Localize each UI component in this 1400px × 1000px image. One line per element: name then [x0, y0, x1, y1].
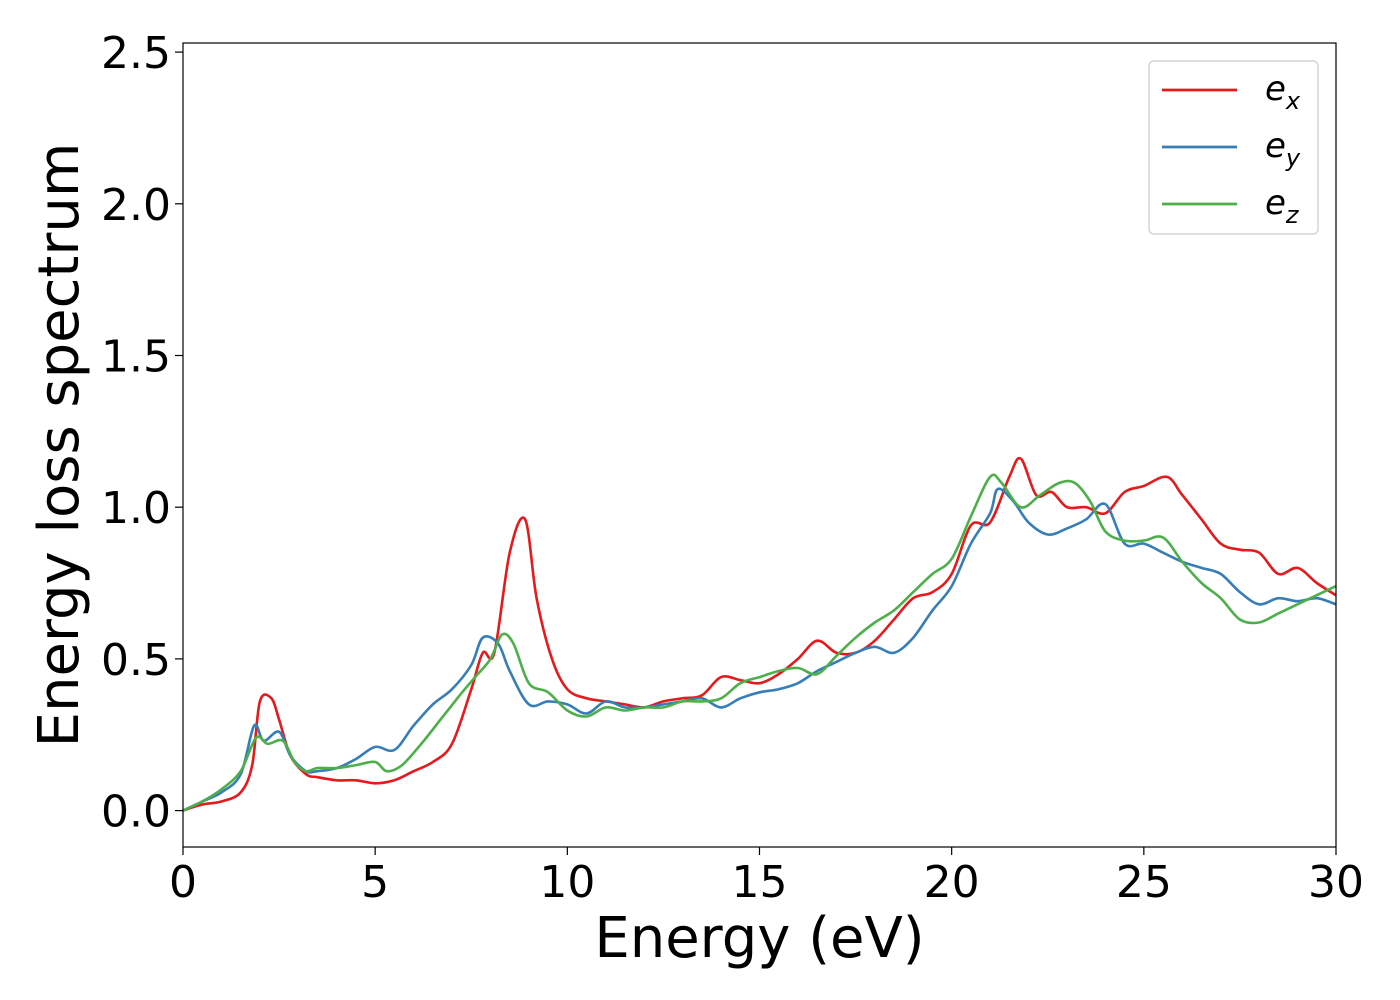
y-axis-label: Energy loss spectrum	[27, 143, 92, 748]
series-line-e_z	[183, 473, 1336, 812]
x-tick-label: 5	[361, 857, 389, 908]
y-tick-label: 0.5	[101, 635, 171, 686]
y-tick-label: 1.0	[101, 483, 171, 534]
series-line-e_y	[183, 487, 1336, 812]
y-tick-label: 2.0	[101, 180, 171, 231]
legend-label-e_y: ey	[1265, 126, 1301, 172]
x-tick-label: 15	[732, 857, 788, 908]
x-tick-label: 30	[1308, 857, 1364, 908]
series-line-e_x	[183, 456, 1336, 812]
x-axis-label: Energy (eV)	[594, 906, 924, 971]
x-tick-label: 25	[1116, 857, 1172, 908]
y-tick-label: 2.5	[101, 28, 171, 79]
y-axis-ticks: 0.0 0.5 1.0 1.5 2.0 2.5	[101, 28, 183, 838]
legend-label-e_x: ex	[1265, 69, 1301, 115]
legend-label-e_z: ez	[1265, 183, 1300, 229]
series-layer	[183, 456, 1336, 812]
y-tick-label: 0.0	[101, 787, 171, 838]
x-tick-label: 20	[924, 857, 980, 908]
x-axis-ticks: 0 5 10 15 20 25 30	[169, 847, 1364, 908]
y-tick-label: 1.5	[101, 331, 171, 382]
legend: ex ey ez	[1148, 60, 1319, 235]
x-tick-label: 0	[169, 857, 197, 908]
x-tick-label: 10	[539, 857, 595, 908]
